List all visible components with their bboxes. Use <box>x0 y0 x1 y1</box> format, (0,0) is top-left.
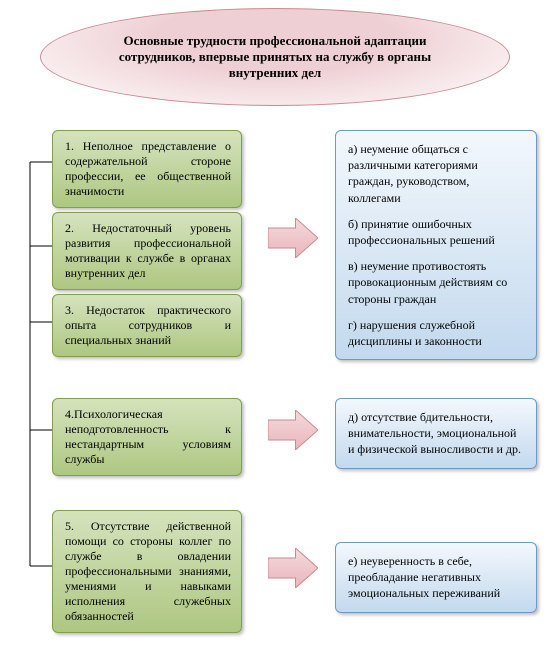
consequence-line: е) неуверенность в себе, преобладание не… <box>348 553 524 602</box>
consequence-box-C: е) неуверенность в себе, преобладание не… <box>335 542 537 613</box>
arrow-2 <box>268 410 318 450</box>
consequence-box-A: а) неумение общаться с различными катего… <box>335 130 537 360</box>
arrow-1 <box>268 218 318 258</box>
consequence-box-B: д) отсутствие бдительности, внимательнос… <box>335 398 537 469</box>
difficulty-box-4: 4.Психологическая неподготовленность к н… <box>52 398 242 476</box>
consequence-line: г) нарушения служебной дисциплины и зако… <box>348 317 524 349</box>
diagram-canvas: { "canvas": { "width": 555, "height": 66… <box>0 0 555 669</box>
difficulty-box-1: 1. Неполное представление о содержательн… <box>52 130 242 208</box>
consequence-line: а) неумение общаться с различными катего… <box>348 141 524 206</box>
consequence-line: б) принятие ошибочных профессиональных р… <box>348 216 524 248</box>
difficulty-box-2: 2. Недостаточный уровень развития профес… <box>52 212 242 290</box>
arrow-3 <box>268 548 318 588</box>
header-ellipse: Основные трудности профессиональной адап… <box>40 8 510 106</box>
header-title: Основные трудности профессиональной адап… <box>91 33 459 82</box>
consequence-line: д) отсутствие бдительности, внимательнос… <box>348 409 524 458</box>
consequence-line: в) неумение противостоять провокационным… <box>348 258 524 307</box>
difficulty-box-3: 3. Недостаток практического опыта сотруд… <box>52 294 242 357</box>
difficulty-box-5: 5. Отсутствие действенной помощи со стор… <box>52 510 242 633</box>
